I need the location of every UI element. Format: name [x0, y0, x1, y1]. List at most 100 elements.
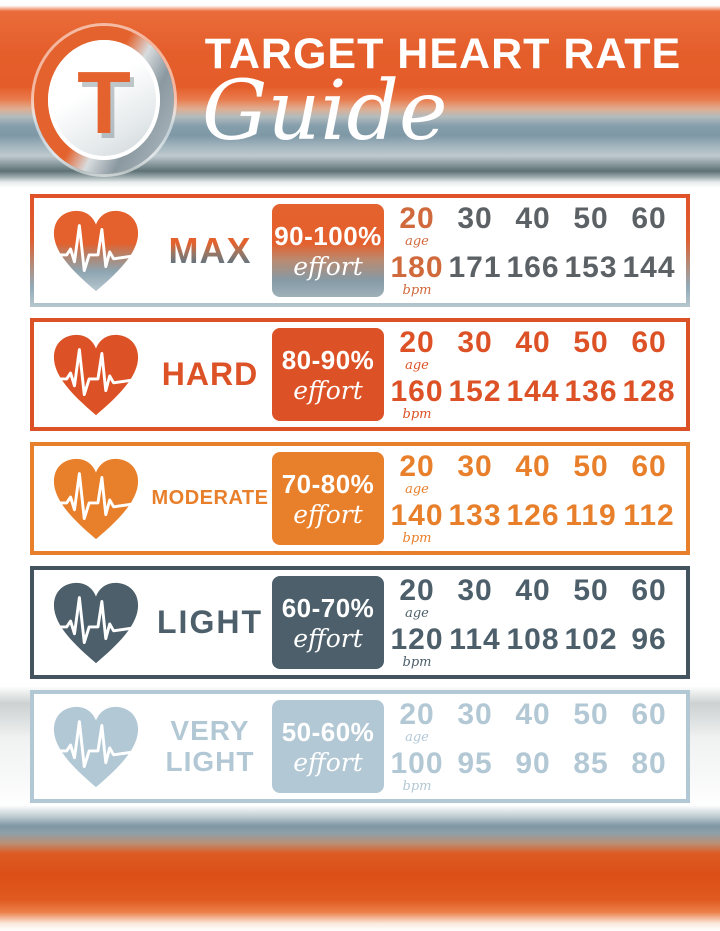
zone-row-inner: MODERATE 70-80% effort 20 age 140 bpm 30 133 4… — [34, 446, 686, 551]
age-unit-label: age — [405, 357, 429, 373]
bpm-cell: 96 — [631, 622, 667, 673]
heart-rate-table: MAX 90-100% effort 20 age 180 bpm 30 171 40 166… — [30, 194, 690, 814]
effort-badge: 60-70% effort — [272, 576, 384, 669]
age-bpm-column: 20 age 160 bpm — [388, 324, 446, 427]
age-cell: 50 — [573, 201, 609, 252]
bpm-value: 126 — [506, 498, 560, 532]
bpm-unit-label: bpm — [402, 778, 432, 794]
age-cell: 60 — [631, 450, 666, 500]
bpm-value: 112 — [623, 498, 675, 532]
bpm-cell: 102 — [564, 623, 617, 673]
age-unit-label: age — [405, 233, 429, 249]
age-bpm-column: 60 144 — [620, 200, 678, 303]
age-value: 20 — [399, 449, 435, 483]
bpm-unit-label: bpm — [402, 282, 432, 298]
age-unit-label: age — [405, 481, 429, 497]
bpm-cell: 144 — [506, 374, 560, 425]
age-bpm-column: 40 166 — [504, 200, 562, 303]
effort-badge: 90-100% effort — [272, 204, 384, 297]
effort-percent: 70-80% — [281, 468, 375, 499]
age-bpm-column: 40 126 — [504, 448, 562, 551]
bpm-unit-label: bpm — [402, 654, 432, 670]
zone-name: MAX — [148, 230, 272, 272]
age-value: 20 — [399, 325, 435, 359]
age-cell: 40 — [515, 202, 550, 252]
age-bpm-column: 30 95 — [446, 696, 504, 799]
zone-row-inner: LIGHT 60-70% effort 20 age 120 bpm 30 114 40 10… — [34, 570, 686, 675]
age-bpm-grid: 20 age 120 bpm 30 114 40 108 50 102 60 96 — [384, 570, 686, 675]
zone-row-inner: MAX 90-100% effort 20 age 180 bpm 30 171 40 166… — [34, 198, 686, 303]
bpm-cell: 152 — [448, 375, 501, 425]
age-bpm-grid: 20 age 140 bpm 30 133 40 126 50 119 60 112 — [384, 446, 686, 551]
age-bpm-column: 50 85 — [562, 696, 620, 799]
bpm-value: 153 — [564, 250, 618, 284]
age-value: 50 — [573, 325, 609, 359]
effort-word: effort — [293, 251, 363, 281]
bpm-value: 85 — [573, 746, 609, 780]
effort-percent: 50-60% — [281, 716, 375, 747]
heart-ekg-icon — [49, 334, 143, 415]
age-value: 50 — [573, 201, 609, 235]
bpm-cell: 100 bpm — [390, 747, 443, 797]
bpm-value: 136 — [564, 374, 618, 408]
bpm-value: 144 — [506, 374, 560, 408]
age-value: 60 — [631, 201, 667, 235]
age-value: 40 — [515, 449, 551, 483]
zone-row-inner: HARD 80-90% effort 20 age 160 bpm 30 152 40 144… — [34, 322, 686, 427]
bpm-value: 96 — [631, 622, 667, 656]
heart-ekg-icon — [49, 582, 143, 663]
bpm-cell: 171 — [448, 250, 502, 301]
bpm-cell: 119 — [565, 499, 616, 549]
effort-percent: 90-100% — [274, 220, 382, 251]
effort-badge: 70-80% effort — [272, 452, 384, 545]
bpm-value: 140 — [390, 498, 444, 532]
age-cell: 50 — [573, 325, 609, 376]
age-bpm-column: 20 age 180 bpm — [388, 200, 446, 303]
bpm-cell: 126 — [506, 498, 560, 549]
bpm-unit-label: bpm — [402, 406, 432, 422]
bpm-cell: 144 — [622, 251, 675, 301]
effort-word: effort — [293, 499, 363, 529]
age-bpm-column: 30 114 — [446, 572, 504, 675]
age-cell: 30 — [457, 573, 493, 624]
age-value: 50 — [573, 449, 609, 483]
age-cell: 40 — [515, 573, 551, 624]
age-cell: 60 — [631, 201, 667, 252]
zone-name: VERY LIGHT — [165, 715, 255, 777]
age-value: 50 — [573, 573, 609, 607]
age-cell: 50 — [573, 449, 609, 500]
age-bpm-column: 30 171 — [446, 200, 504, 303]
zone-name: HARD — [161, 356, 259, 392]
age-bpm-column: 20 age 120 bpm — [388, 572, 446, 675]
age-value: 40 — [515, 697, 551, 731]
age-bpm-column: 30 133 — [446, 448, 504, 551]
bpm-cell: 128 — [622, 375, 675, 425]
bpm-cell: 160 bpm — [390, 375, 443, 425]
age-cell: 20 age — [399, 574, 434, 624]
bpm-cell: 153 — [564, 250, 618, 301]
bpm-value: 95 — [457, 746, 493, 780]
zone-name: LIGHT — [157, 604, 263, 640]
age-bpm-column: 50 136 — [562, 324, 620, 427]
age-bpm-column: 50 119 — [562, 448, 620, 551]
age-bpm-grid: 20 age 160 bpm 30 152 40 144 50 136 60 128 — [384, 322, 686, 427]
age-value: 40 — [515, 573, 551, 607]
footer-banner — [0, 806, 720, 931]
effort-badge: 50-60% effort — [272, 700, 384, 793]
heart-ekg-icon — [49, 210, 143, 291]
bpm-cell: 180 bpm — [390, 251, 443, 301]
logo-ring — [34, 26, 174, 174]
age-cell: 50 — [573, 573, 609, 624]
age-value: 20 — [399, 697, 435, 731]
age-value: 50 — [573, 697, 609, 731]
bpm-value: 171 — [448, 250, 502, 284]
zone-row-hard: HARD 80-90% effort 20 age 160 bpm 30 152 40 144… — [30, 318, 690, 431]
age-value: 30 — [457, 573, 493, 607]
age-unit-label: age — [405, 729, 429, 745]
age-unit-label: age — [405, 605, 429, 621]
age-bpm-grid: 20 age 100 bpm 30 95 40 90 50 85 60 80 — [384, 694, 686, 799]
bpm-cell: 133 — [448, 499, 501, 549]
age-value: 60 — [631, 697, 667, 731]
age-bpm-column: 40 108 — [504, 572, 562, 675]
heart-ekg-icon — [49, 458, 143, 539]
